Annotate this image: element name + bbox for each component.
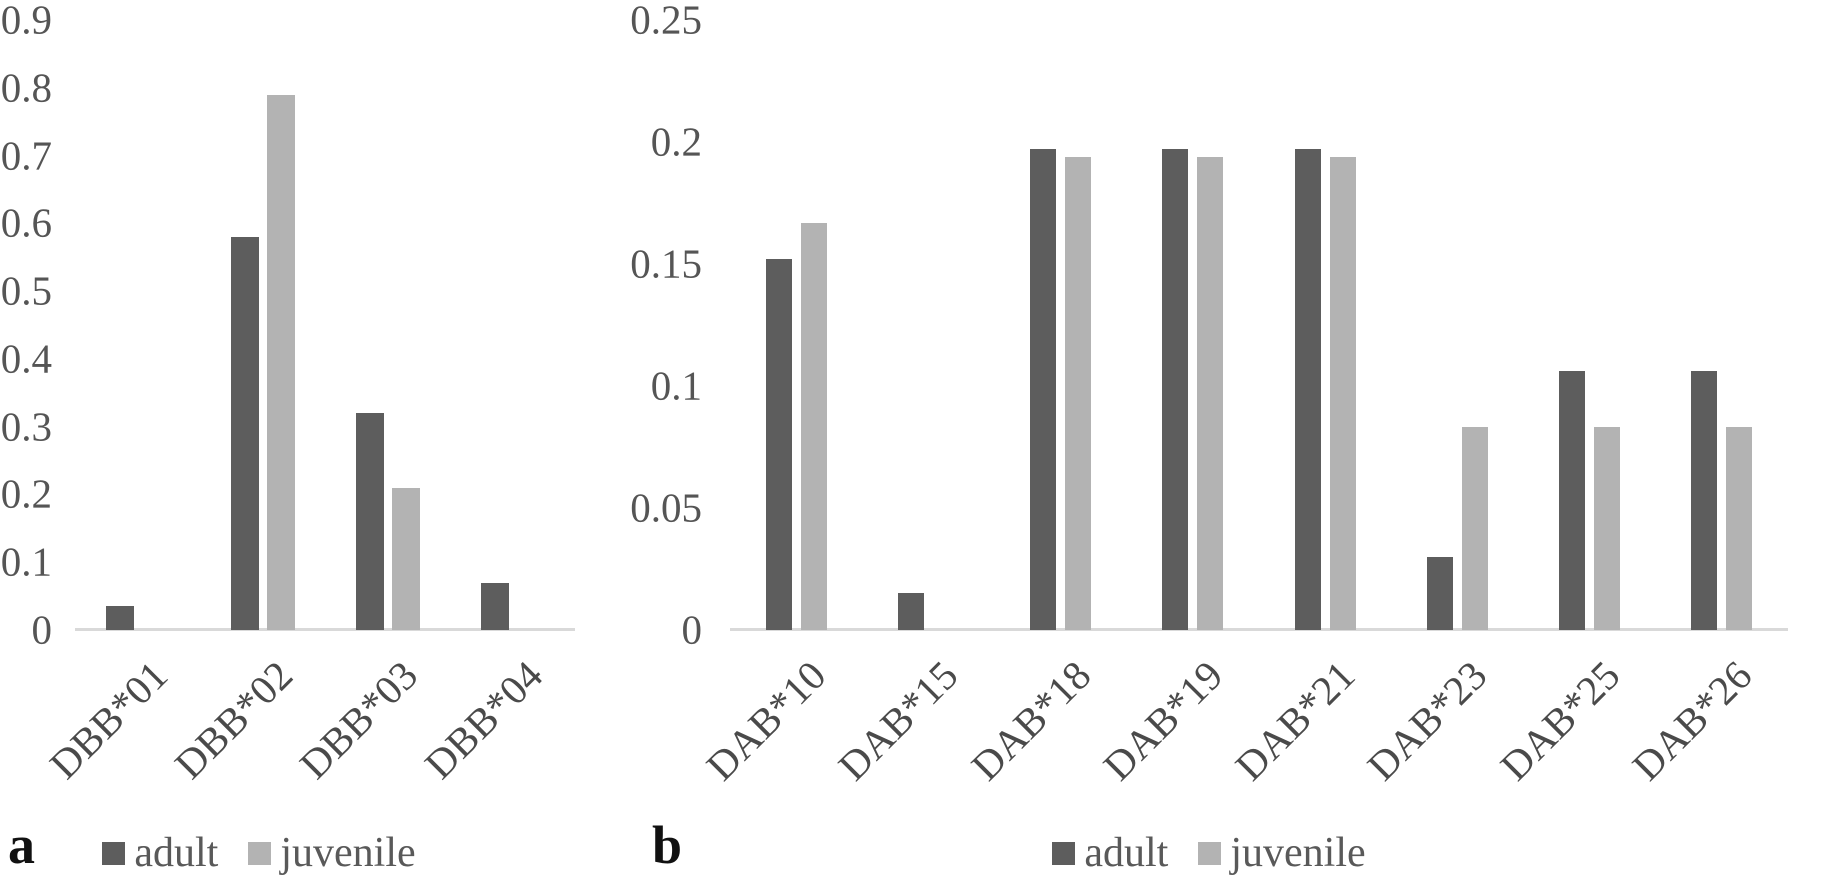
y-tick-label: 0.2 bbox=[650, 118, 702, 165]
bar-adult-DAB*21 bbox=[1295, 149, 1321, 630]
legend: adult juvenile bbox=[909, 832, 1509, 874]
y-tick-label: 0.4 bbox=[0, 335, 52, 382]
y-tick-label: 0.9 bbox=[0, 0, 52, 43]
x-tick-label: DAB*15 bbox=[829, 651, 967, 790]
y-tick-label: 0.3 bbox=[0, 403, 52, 450]
x-tick-label: DAB*21 bbox=[1226, 651, 1364, 790]
y-tick-label: 0 bbox=[31, 606, 53, 653]
legend-swatch-icon bbox=[1052, 841, 1076, 865]
panel-b: b 0 0.05 0.1 0.15 0.2 0.25 DAB*10 DAB*15 DAB*18 D… bbox=[620, 0, 1835, 880]
bar-adult-DAB*19 bbox=[1162, 149, 1188, 630]
legend-item-adult: adult bbox=[102, 832, 218, 874]
x-tick-label: DAB*26 bbox=[1623, 651, 1761, 790]
x-axis-line bbox=[730, 628, 1788, 631]
y-tick-label: 0.5 bbox=[0, 267, 52, 314]
y-tick-label: 0.05 bbox=[630, 484, 702, 531]
y-tick-label: 0.15 bbox=[630, 240, 702, 287]
panel-label-a: a bbox=[8, 815, 35, 875]
legend-label: juvenile bbox=[280, 830, 416, 876]
bar-juvenile-DAB*21 bbox=[1330, 157, 1356, 630]
bar-juvenile-DAB*18 bbox=[1065, 157, 1091, 630]
legend-item-adult: adult bbox=[1052, 832, 1168, 874]
bar-juvenile-DAB*23 bbox=[1462, 427, 1488, 630]
legend-label: adult bbox=[1084, 830, 1169, 876]
bar-adult-DAB*25 bbox=[1559, 371, 1585, 630]
y-tick-label: 0.25 bbox=[630, 0, 702, 43]
y-tick-label: 0.6 bbox=[0, 199, 52, 246]
x-tick-label: DAB*10 bbox=[697, 651, 835, 790]
y-tick-label: 0 bbox=[681, 606, 703, 653]
legend-swatch-icon bbox=[102, 841, 126, 865]
y-tick-label: 0.1 bbox=[0, 538, 52, 585]
x-tick-label: DAB*18 bbox=[961, 651, 1100, 790]
x-tick-label: DBB*03 bbox=[290, 651, 426, 788]
y-tick-label: 0.7 bbox=[0, 132, 52, 179]
bar-adult-DBB*04 bbox=[481, 583, 509, 630]
x-tick-label: DBB*02 bbox=[165, 651, 301, 788]
y-tick-label: 0.1 bbox=[650, 362, 702, 409]
bar-adult-DBB*02 bbox=[231, 237, 259, 630]
bar-juvenile-DAB*10 bbox=[801, 223, 827, 630]
x-tick-label: DAB*25 bbox=[1490, 651, 1629, 790]
legend-item-juvenile: juvenile bbox=[248, 830, 416, 876]
x-tick-label: DBB*04 bbox=[415, 651, 551, 788]
y-tick-label: 0.8 bbox=[0, 64, 52, 111]
panel-label-b: b bbox=[652, 815, 683, 875]
bar-juvenile-DBB*02 bbox=[267, 95, 295, 630]
legend-label: adult bbox=[134, 830, 219, 876]
legend: adult juvenile bbox=[0, 832, 559, 874]
bar-adult-DAB*23 bbox=[1427, 557, 1453, 630]
bar-juvenile-DBB*03 bbox=[392, 488, 420, 630]
bar-adult-DAB*26 bbox=[1691, 371, 1717, 630]
legend-swatch-icon bbox=[1198, 841, 1222, 865]
x-tick-label: DAB*19 bbox=[1094, 651, 1232, 790]
bar-adult-DAB*18 bbox=[1030, 149, 1056, 630]
bar-adult-DBB*01 bbox=[106, 606, 134, 630]
y-tick-label: 0.2 bbox=[0, 470, 52, 517]
legend-swatch-icon bbox=[248, 841, 272, 865]
x-tick-label: DAB*23 bbox=[1358, 651, 1496, 790]
legend-item-juvenile: juvenile bbox=[1198, 830, 1366, 876]
legend-label: juvenile bbox=[1230, 830, 1366, 876]
bar-juvenile-DAB*26 bbox=[1726, 427, 1752, 630]
bar-juvenile-DAB*19 bbox=[1197, 157, 1223, 630]
x-axis-line bbox=[75, 628, 575, 631]
x-tick-label: DBB*01 bbox=[40, 651, 176, 788]
bar-juvenile-DAB*25 bbox=[1594, 427, 1620, 630]
bar-adult-DAB*10 bbox=[766, 259, 792, 630]
panel-a: a 0 0.1 0.2 0.3 0.4 0.5 0.6 0.7 0.8 0.9 DBB*01 DBB*… bbox=[0, 0, 620, 880]
bar-adult-DAB*15 bbox=[898, 593, 924, 630]
bar-adult-DBB*03 bbox=[356, 413, 384, 630]
